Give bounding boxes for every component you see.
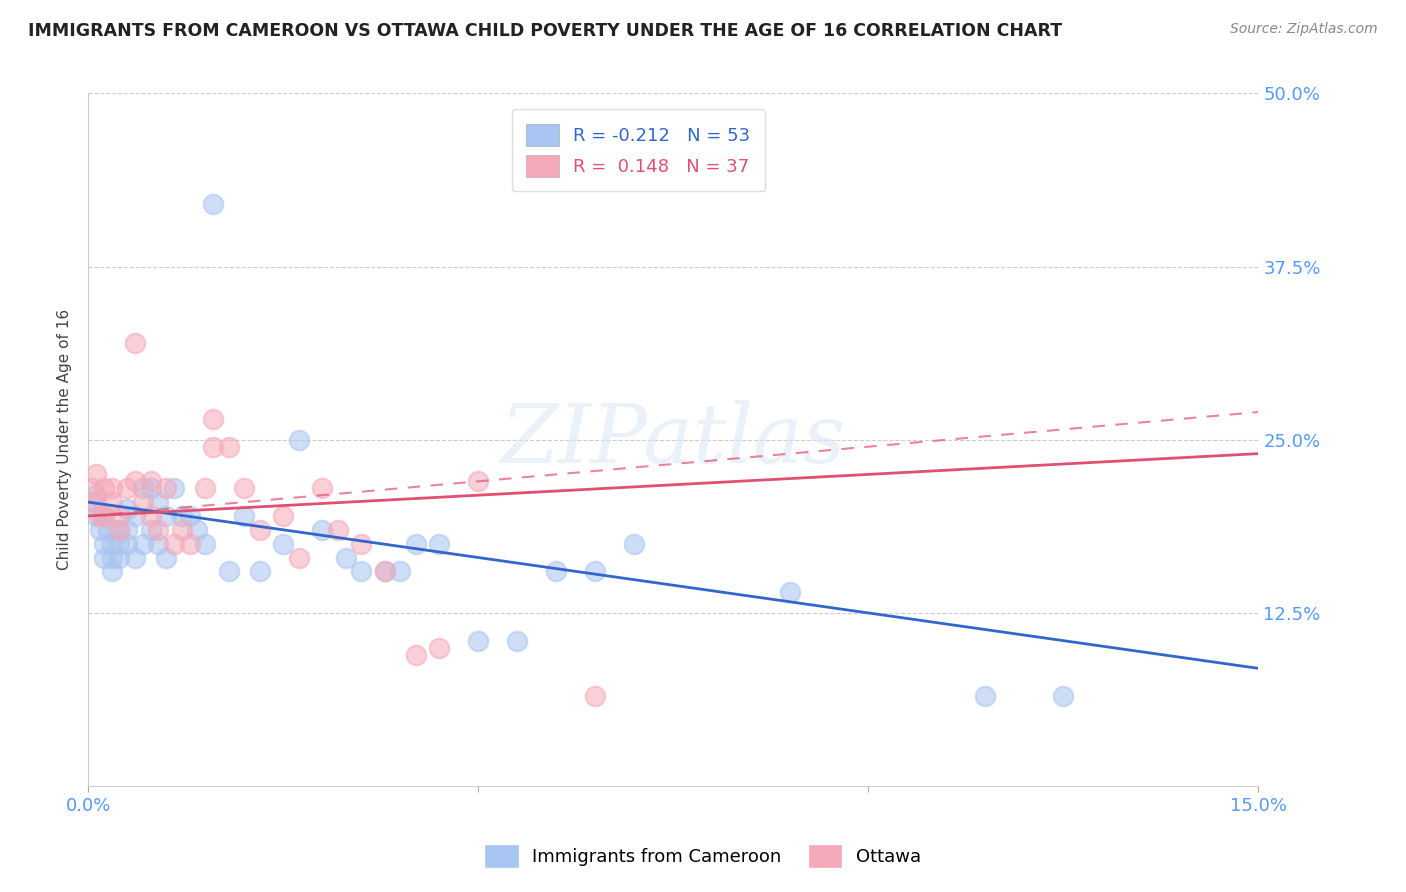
Point <box>326 523 349 537</box>
Point <box>89 523 111 537</box>
Point <box>405 536 427 550</box>
Point <box>93 550 115 565</box>
Point <box>218 440 240 454</box>
Point <box>170 508 193 523</box>
Point <box>1052 689 1074 703</box>
Point <box>139 523 162 537</box>
Point <box>163 536 186 550</box>
Point <box>93 508 115 523</box>
Point <box>271 536 294 550</box>
Point <box>132 536 155 550</box>
Point <box>115 523 138 537</box>
Point <box>93 481 115 495</box>
Point <box>115 536 138 550</box>
Point <box>148 495 170 509</box>
Point <box>350 536 373 550</box>
Text: Source: ZipAtlas.com: Source: ZipAtlas.com <box>1230 22 1378 37</box>
Point <box>170 523 193 537</box>
Point <box>132 481 155 495</box>
Point <box>194 481 217 495</box>
Point <box>233 481 256 495</box>
Point <box>201 412 224 426</box>
Point <box>288 433 311 447</box>
Point <box>89 508 111 523</box>
Point <box>97 523 120 537</box>
Point <box>374 565 396 579</box>
Point <box>546 565 568 579</box>
Point <box>93 508 115 523</box>
Point <box>249 565 271 579</box>
Point <box>139 508 162 523</box>
Point <box>124 508 146 523</box>
Point <box>249 523 271 537</box>
Point <box>311 481 333 495</box>
Point <box>405 648 427 662</box>
Point <box>108 536 131 550</box>
Point <box>974 689 997 703</box>
Point <box>163 481 186 495</box>
Point <box>100 565 122 579</box>
Point <box>108 523 131 537</box>
Point <box>288 550 311 565</box>
Point <box>427 640 450 655</box>
Point <box>374 565 396 579</box>
Point <box>108 508 131 523</box>
Point <box>80 495 103 509</box>
Point <box>132 495 155 509</box>
Point <box>179 536 201 550</box>
Point <box>100 481 122 495</box>
Point <box>179 508 201 523</box>
Point <box>115 502 138 516</box>
Point <box>389 565 412 579</box>
Point <box>201 197 224 211</box>
Point <box>155 508 177 523</box>
Text: IMMIGRANTS FROM CAMEROON VS OTTAWA CHILD POVERTY UNDER THE AGE OF 16 CORRELATION: IMMIGRANTS FROM CAMEROON VS OTTAWA CHILD… <box>28 22 1063 40</box>
Legend: R = -0.212   N = 53, R =  0.148   N = 37: R = -0.212 N = 53, R = 0.148 N = 37 <box>512 110 765 191</box>
Point <box>80 481 103 495</box>
Y-axis label: Child Poverty Under the Age of 16: Child Poverty Under the Age of 16 <box>58 310 72 570</box>
Point <box>779 585 801 599</box>
Point <box>311 523 333 537</box>
Point <box>124 335 146 350</box>
Point <box>124 475 146 489</box>
Point <box>583 565 606 579</box>
Point <box>115 481 138 495</box>
Point <box>467 475 489 489</box>
Point <box>335 550 357 565</box>
Point <box>186 523 208 537</box>
Point <box>271 508 294 523</box>
Point <box>84 495 107 509</box>
Point <box>148 536 170 550</box>
Point <box>218 565 240 579</box>
Point <box>427 536 450 550</box>
Point <box>194 536 217 550</box>
Point <box>467 633 489 648</box>
Point <box>201 440 224 454</box>
Point <box>148 523 170 537</box>
Point <box>350 565 373 579</box>
Point <box>155 550 177 565</box>
Point <box>84 488 107 502</box>
Point <box>100 550 122 565</box>
Point <box>100 495 122 509</box>
Point <box>93 536 115 550</box>
Point <box>108 523 131 537</box>
Text: ZIPatlas: ZIPatlas <box>501 400 846 480</box>
Point <box>233 508 256 523</box>
Point <box>100 536 122 550</box>
Point <box>155 481 177 495</box>
Point <box>623 536 645 550</box>
Point <box>139 481 162 495</box>
Legend: Immigrants from Cameroon, Ottawa: Immigrants from Cameroon, Ottawa <box>478 838 928 874</box>
Point <box>583 689 606 703</box>
Point <box>84 508 107 523</box>
Point <box>124 550 146 565</box>
Point <box>506 633 529 648</box>
Point <box>108 550 131 565</box>
Point <box>139 475 162 489</box>
Point <box>84 467 107 482</box>
